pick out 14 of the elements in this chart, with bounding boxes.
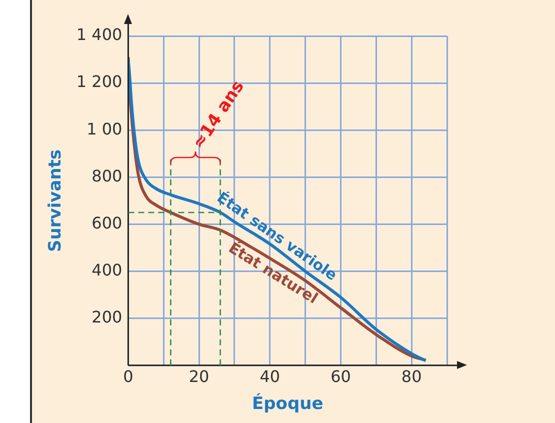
y-tick-label: 1 400 — [76, 25, 122, 44]
y-tick-label: 400 — [92, 260, 122, 280]
x-tick-label: 0 — [123, 367, 134, 386]
y-tick-label: 200 — [92, 308, 122, 326]
x-tick-label: 60 — [330, 367, 351, 386]
x-tick-label: 40 — [260, 367, 280, 386]
y-tick-label: 800 — [92, 166, 122, 186]
y-tick-label: 1 200 — [76, 72, 122, 92]
x-tick-label: 80 — [401, 367, 422, 386]
x-axis-title: Époque — [252, 393, 324, 414]
y-axis-title: Survivants — [46, 149, 66, 252]
y-tick-label: 1 00 — [86, 119, 122, 138]
x-tick-label: 20 — [188, 367, 210, 386]
y-tick-label: 600 — [92, 213, 122, 232]
